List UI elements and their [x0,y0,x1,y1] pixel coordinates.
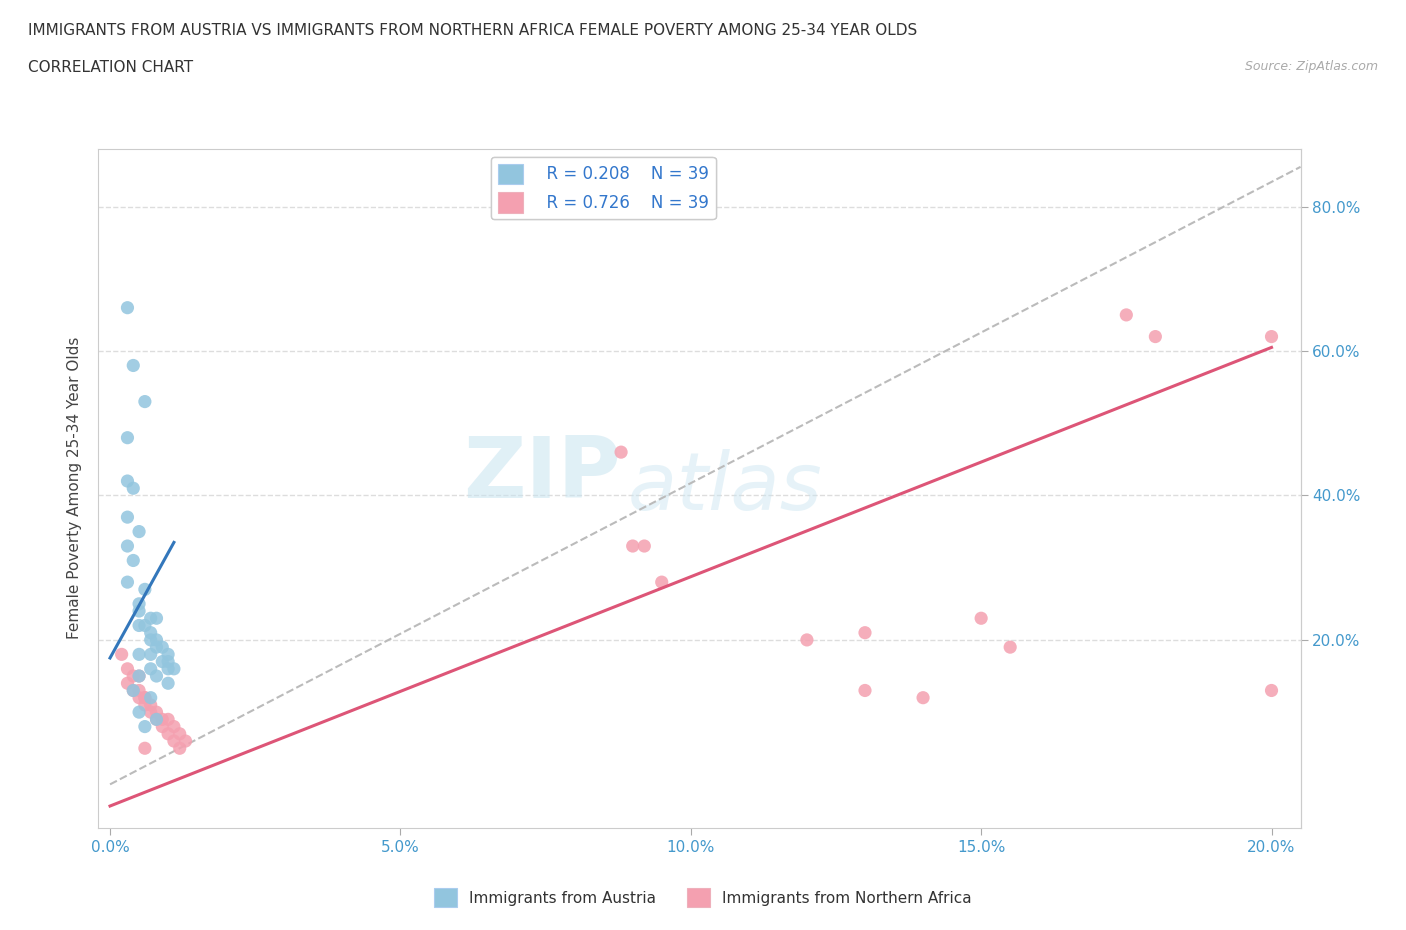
Text: CORRELATION CHART: CORRELATION CHART [28,60,193,75]
Point [1260,329,1282,344]
Point [139,698,162,712]
Point [150,640,173,655]
Point [139,611,162,626]
Point [157,654,180,669]
Point [134,582,156,597]
Point [163,661,186,676]
Text: ZIP: ZIP [464,433,621,516]
Point [157,676,180,691]
Point [174,734,197,749]
Point [145,611,167,626]
Point [122,358,145,373]
Point [150,719,173,734]
Point [128,683,150,698]
Point [128,596,150,611]
Point [145,705,167,720]
Point [998,640,1021,655]
Point [651,575,673,590]
Point [157,661,180,676]
Legend:   R = 0.208    N = 39,   R = 0.726    N = 39: R = 0.208 N = 39, R = 0.726 N = 39 [491,157,716,219]
Point [163,719,186,734]
Point [150,654,173,669]
Point [128,690,150,705]
Point [134,690,156,705]
Point [145,632,167,647]
Point [1260,683,1282,698]
Point [122,669,145,684]
Point [970,611,993,626]
Point [145,712,167,727]
Point [169,726,191,741]
Point [117,538,139,553]
Point [139,661,162,676]
Point [117,676,139,691]
Text: atlas: atlas [627,449,823,527]
Point [139,625,162,640]
Point [122,683,145,698]
Point [134,618,156,633]
Point [134,690,156,705]
Point [145,712,167,727]
Point [796,632,818,647]
Point [134,719,156,734]
Point [122,553,145,568]
Point [117,473,139,488]
Point [128,618,150,633]
Point [117,510,139,525]
Point [117,431,139,445]
Point [117,575,139,590]
Point [169,741,191,756]
Point [157,726,180,741]
Point [853,625,876,640]
Point [128,669,150,684]
Point [621,538,644,553]
Point [145,669,167,684]
Point [134,741,156,756]
Point [139,647,162,662]
Point [1144,329,1167,344]
Text: Source: ZipAtlas.com: Source: ZipAtlas.com [1244,60,1378,73]
Y-axis label: Female Poverty Among 25-34 Year Olds: Female Poverty Among 25-34 Year Olds [67,337,83,640]
Point [157,712,180,727]
Point [150,712,173,727]
Point [145,640,167,655]
Point [134,698,156,712]
Point [117,300,139,315]
Point [139,705,162,720]
Legend: Immigrants from Austria, Immigrants from Northern Africa: Immigrants from Austria, Immigrants from… [429,883,977,913]
Point [139,690,162,705]
Point [633,538,655,553]
Point [1115,308,1137,323]
Text: IMMIGRANTS FROM AUSTRIA VS IMMIGRANTS FROM NORTHERN AFRICA FEMALE POVERTY AMONG : IMMIGRANTS FROM AUSTRIA VS IMMIGRANTS FR… [28,23,917,38]
Point [128,669,150,684]
Point [128,647,150,662]
Point [610,445,633,459]
Point [163,734,186,749]
Point [111,647,134,662]
Point [853,683,876,698]
Point [122,683,145,698]
Point [122,481,145,496]
Point [157,647,180,662]
Point [128,604,150,618]
Point [128,525,150,539]
Point [912,690,935,705]
Point [128,705,150,720]
Point [117,661,139,676]
Point [139,632,162,647]
Point [134,394,156,409]
